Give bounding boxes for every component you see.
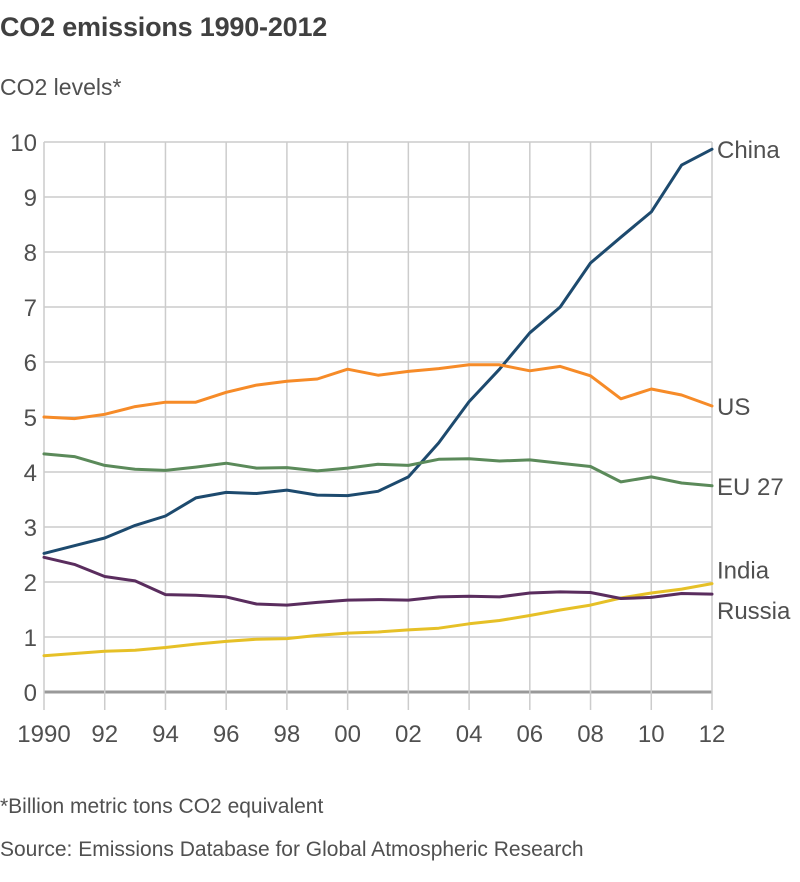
y-tick-label: 3: [24, 515, 37, 542]
x-tick-label: 06: [516, 721, 543, 748]
y-tick-label: 7: [24, 295, 37, 322]
x-tick-label: 96: [213, 721, 240, 748]
series-line-eu-27: [42, 452, 714, 488]
x-axis-ticks: 1990 92 94 96 98 00 02 04 06 08 10 12: [17, 721, 725, 748]
y-tick-label: 5: [24, 405, 37, 432]
y-tick-label: 8: [24, 240, 37, 267]
series-line-us: [42, 363, 714, 421]
y-tick-label: 2: [24, 570, 37, 597]
x-tick-label: 00: [334, 721, 361, 748]
series-labels: China US EU 27 India Russia: [717, 137, 791, 625]
series-lines: [42, 147, 714, 658]
x-tick-label: 02: [395, 721, 422, 748]
series-line-russia: [42, 555, 714, 607]
series-line-india: [42, 582, 714, 658]
y-tick-label: 0: [24, 680, 37, 707]
y-tick-label: 1: [24, 625, 37, 652]
series-line-china: [42, 147, 714, 555]
y-tick-label: 6: [24, 350, 37, 377]
series-label-russia: Russia: [717, 598, 791, 625]
series-label-china: China: [717, 137, 780, 164]
chart-subtitle: CO2 levels*: [0, 74, 122, 100]
y-tick-label: 10: [10, 130, 37, 157]
x-tick-label: 04: [456, 721, 483, 748]
series-label-india: India: [717, 558, 770, 585]
x-tick-label: 92: [91, 721, 118, 748]
x-tick-label: 08: [577, 721, 604, 748]
series-label-eu-27: EU 27: [717, 474, 784, 501]
x-tick-label: 98: [274, 721, 301, 748]
x-tick-label: 12: [699, 721, 726, 748]
x-tick-label: 94: [152, 721, 179, 748]
chart-footnote: *Billion metric tons CO2 equivalent: [0, 795, 324, 818]
chart-source: Source: Emissions Database for Global At…: [0, 838, 584, 861]
x-tick-label: 10: [638, 721, 665, 748]
y-tick-label: 4: [24, 460, 37, 487]
series-label-us: US: [717, 394, 750, 421]
y-tick-label: 9: [24, 185, 37, 212]
x-tick-label: 1990: [17, 721, 70, 748]
chart-title: CO2 emissions 1990-2012: [0, 12, 328, 42]
grid: [43, 141, 713, 710]
y-axis-ticks: 0 1 2 3 4 5 6 7 8 9 10: [10, 130, 37, 707]
